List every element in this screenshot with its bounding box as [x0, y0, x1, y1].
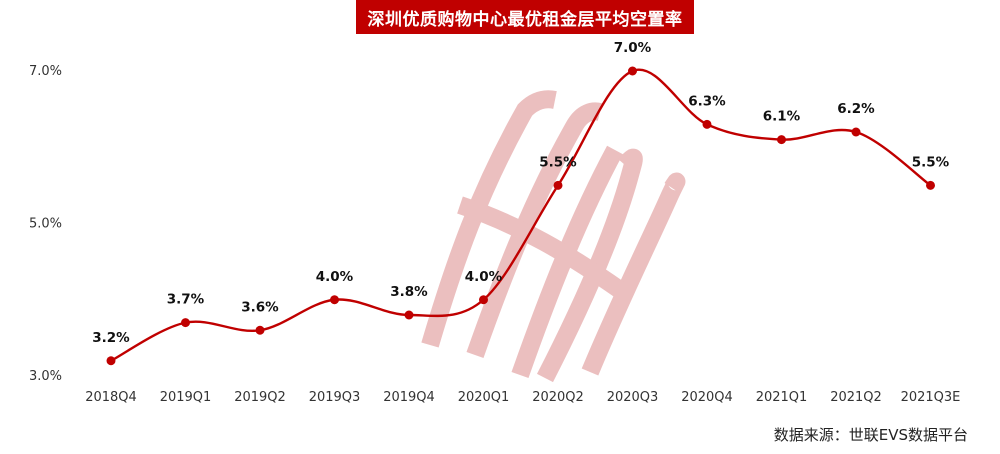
x-tick-label: 2019Q1 — [160, 390, 212, 405]
y-tick-label: 3.0% — [29, 369, 62, 384]
data-label: 5.5% — [539, 154, 577, 170]
data-point — [628, 66, 637, 76]
x-tick-label: 2020Q4 — [681, 390, 733, 405]
x-tick-label: 2020Q2 — [532, 390, 584, 405]
chart-title: 深圳优质购物中心最优租金层平均空置率 — [356, 0, 694, 34]
x-tick-label: 2019Q2 — [234, 390, 286, 405]
watermark-logo — [421, 90, 686, 383]
data-point — [181, 318, 190, 328]
data-point — [702, 119, 712, 129]
data-label: 3.7% — [167, 292, 205, 308]
x-tick-label: 2019Q4 — [383, 390, 435, 405]
x-tick-label: 2020Q3 — [607, 390, 659, 405]
data-label: 3.8% — [390, 284, 428, 300]
data-label: 4.0% — [316, 269, 354, 285]
data-point — [553, 180, 563, 190]
data-point — [255, 325, 265, 335]
source-note: 数据来源：世联EVS数据平台 — [773, 426, 968, 444]
y-tick-label: 7.0% — [29, 64, 62, 79]
x-tick-label: 2018Q4 — [85, 390, 137, 405]
x-tick-label: 2021Q1 — [756, 390, 808, 405]
data-point — [851, 127, 861, 137]
data-point — [926, 180, 935, 190]
data-label: 3.2% — [92, 330, 130, 346]
y-tick-label: 5.0% — [29, 217, 62, 232]
x-tick-label: 2021Q3E — [901, 390, 961, 405]
data-point — [479, 295, 488, 305]
data-label: 7.0% — [614, 40, 652, 56]
data-point — [404, 310, 414, 320]
data-point — [330, 295, 339, 305]
line-chart: 3.0% 5.0% 7.0% 2018Q4 2019Q1 2019Q2 2019Q3 201… — [29, 40, 961, 405]
data-label: 3.6% — [241, 299, 279, 315]
data-label: 6.2% — [837, 101, 875, 117]
x-tick-label: 2020Q1 — [458, 390, 510, 405]
data-label: 4.0% — [465, 269, 503, 285]
x-tick-label: 2019Q3 — [309, 390, 361, 405]
data-point — [106, 356, 116, 366]
data-label: 6.3% — [688, 93, 726, 109]
x-tick-label: 2021Q2 — [830, 390, 882, 405]
data-label: 6.1% — [763, 109, 801, 125]
data-point — [777, 135, 786, 145]
data-label: 5.5% — [912, 154, 950, 170]
